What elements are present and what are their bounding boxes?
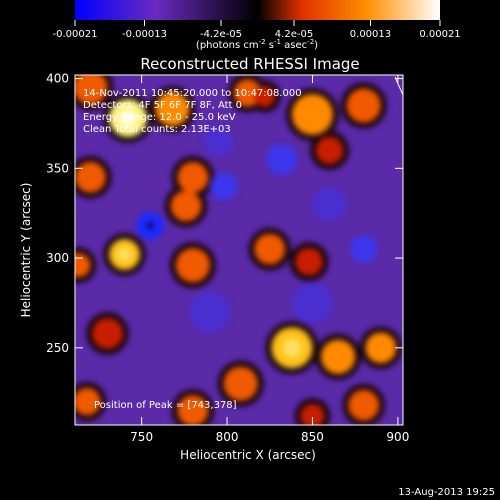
heatmap-hot-blob <box>177 395 209 425</box>
colorbar-units: (photons cm-2 s-1 asec-2) <box>196 38 318 51</box>
plot-frame <box>74 74 404 426</box>
heatmap-hot-blob <box>291 93 333 135</box>
colorbar-tick-label: -0.00021 <box>53 29 98 40</box>
heatmap-hot-blob <box>175 248 210 283</box>
y-axis-label: Heliocentric Y (arcsec) <box>19 183 33 318</box>
heatmap-hot-blob <box>346 88 381 123</box>
heatmap-cold-blob <box>291 282 333 324</box>
heatmap-hot-blob <box>223 366 258 401</box>
heatmap-hot-blob <box>315 136 344 165</box>
colorbar: -0.00021 -0.00013 -4.2e-05 4.2e-05 0.00013 0.… <box>53 0 461 51</box>
heatmap-blobs <box>75 75 403 425</box>
y-axis-ticks: 250 300 350 400 <box>46 72 403 355</box>
annotation-peak-position: Position of Peak = [743,378] <box>94 400 237 411</box>
x-axis-ticks: 750 800 850 900 <box>130 75 409 444</box>
x-axis-tick-label: 800 <box>216 430 239 444</box>
heatmap-hot-blob <box>254 233 286 265</box>
heatmap-hot-blob <box>233 79 262 107</box>
x-axis-tick-label: 900 <box>386 430 409 444</box>
colorbar-tick-label: -4.2e-05 <box>200 29 242 40</box>
heatmap-cold-blob <box>266 143 298 175</box>
heatmap-blob-core <box>117 247 132 262</box>
colorbar-tick-label: 0.00013 <box>350 29 391 40</box>
heatmap-hot-blob <box>75 75 108 105</box>
heatmap-hot-blob <box>300 404 325 425</box>
annotation-energy-range: Energy Range: 12.0 - 25.0 keV <box>83 112 236 123</box>
annotation-clean-counts: Clean Total counts: 2.13E+03 <box>83 124 231 135</box>
heatmap-cold-blob <box>312 187 347 222</box>
y-axis-tick-label: 400 <box>46 72 69 86</box>
x-axis-tick-label: 850 <box>301 430 324 444</box>
x-axis-tick-label: 750 <box>130 430 153 444</box>
heatmap-hot-blob <box>254 86 275 107</box>
heatmap-cold-blob <box>203 126 234 157</box>
heatmap-cold-blob <box>209 172 238 200</box>
plot-area: 750 800 850 900 250 300 350 400 <box>46 72 409 444</box>
y-axis-tick-label: 350 <box>46 161 69 175</box>
annotation-time-range: 14-Nov-2011 10:45:20.000 to 10:47:08.000 <box>83 88 302 99</box>
solar-limb-line <box>394 76 403 107</box>
colorbar-tick-label: 0.00021 <box>419 29 460 40</box>
heatmap-hot-blob <box>295 247 323 276</box>
heatmap-hot-blob <box>170 190 202 222</box>
heatmap-hot-blob <box>321 339 356 374</box>
y-axis-tick-label: 300 <box>46 251 69 265</box>
colorbar-tick-label: -0.00013 <box>122 29 167 40</box>
heatmap-hot-blob <box>155 92 190 127</box>
colorbar-tick-label: 4.2e-05 <box>275 29 313 40</box>
heatmap-blob-core <box>119 109 137 127</box>
heatmap-hot-blob <box>75 253 91 278</box>
heatmap-hot-blob <box>177 161 209 193</box>
heatmap-cold-blob <box>350 235 378 263</box>
heatmap-blob-core <box>282 338 302 358</box>
heatmap-hot-blob <box>75 161 106 193</box>
heatmap-hot-blob <box>75 388 101 416</box>
footer-date: 13-Aug-2013 19:25 <box>398 487 495 498</box>
chart-title: Reconstructed RHESSI Image <box>140 55 359 73</box>
x-axis-label: Heliocentric X (arcsec) <box>180 448 316 462</box>
heatmap-blob-core <box>147 222 154 229</box>
heatmap-cold-blob <box>189 291 231 333</box>
annotation-detectors: Detectors: 4F 5F 6F 7F 8F, Att 0 <box>83 100 242 111</box>
heatmap-hot-blob <box>92 318 123 349</box>
colorbar-ticks: -0.00021 -0.00013 -4.2e-05 4.2e-05 0.00013 0.… <box>53 20 461 40</box>
y-axis-tick-label: 250 <box>46 341 69 355</box>
heatmap-hot-blob <box>348 389 380 421</box>
heatmap-hot-blob <box>365 332 397 364</box>
colorbar-gradient <box>75 0 440 20</box>
